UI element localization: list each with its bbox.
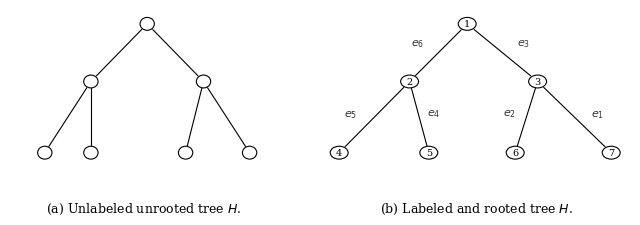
Text: $e_2$: $e_2$ bbox=[503, 108, 516, 119]
Text: 1: 1 bbox=[464, 20, 470, 29]
Text: $e_3$: $e_3$ bbox=[516, 38, 530, 50]
Ellipse shape bbox=[401, 76, 419, 88]
Ellipse shape bbox=[140, 18, 154, 31]
Ellipse shape bbox=[506, 147, 524, 159]
Ellipse shape bbox=[179, 147, 193, 159]
Text: 6: 6 bbox=[512, 148, 518, 157]
Text: 4: 4 bbox=[336, 148, 342, 157]
Text: 7: 7 bbox=[608, 148, 614, 157]
Ellipse shape bbox=[84, 76, 98, 88]
Text: 3: 3 bbox=[534, 78, 541, 87]
Text: (b) Labeled and rooted tree $H$.: (b) Labeled and rooted tree $H$. bbox=[380, 201, 573, 216]
Text: 2: 2 bbox=[406, 78, 413, 87]
Text: (a) Unlabeled unrooted tree $H$.: (a) Unlabeled unrooted tree $H$. bbox=[46, 201, 242, 216]
Ellipse shape bbox=[602, 147, 620, 159]
Ellipse shape bbox=[196, 76, 211, 88]
Ellipse shape bbox=[330, 147, 348, 159]
Ellipse shape bbox=[458, 18, 476, 31]
Text: 5: 5 bbox=[426, 148, 432, 157]
Text: $e_6$: $e_6$ bbox=[411, 38, 424, 50]
Text: $e_5$: $e_5$ bbox=[344, 108, 357, 120]
Text: $e_4$: $e_4$ bbox=[427, 108, 440, 119]
Ellipse shape bbox=[529, 76, 547, 88]
Ellipse shape bbox=[420, 147, 438, 159]
Ellipse shape bbox=[243, 147, 257, 159]
Ellipse shape bbox=[38, 147, 52, 159]
Text: $e_1$: $e_1$ bbox=[591, 108, 604, 120]
Ellipse shape bbox=[84, 147, 98, 159]
